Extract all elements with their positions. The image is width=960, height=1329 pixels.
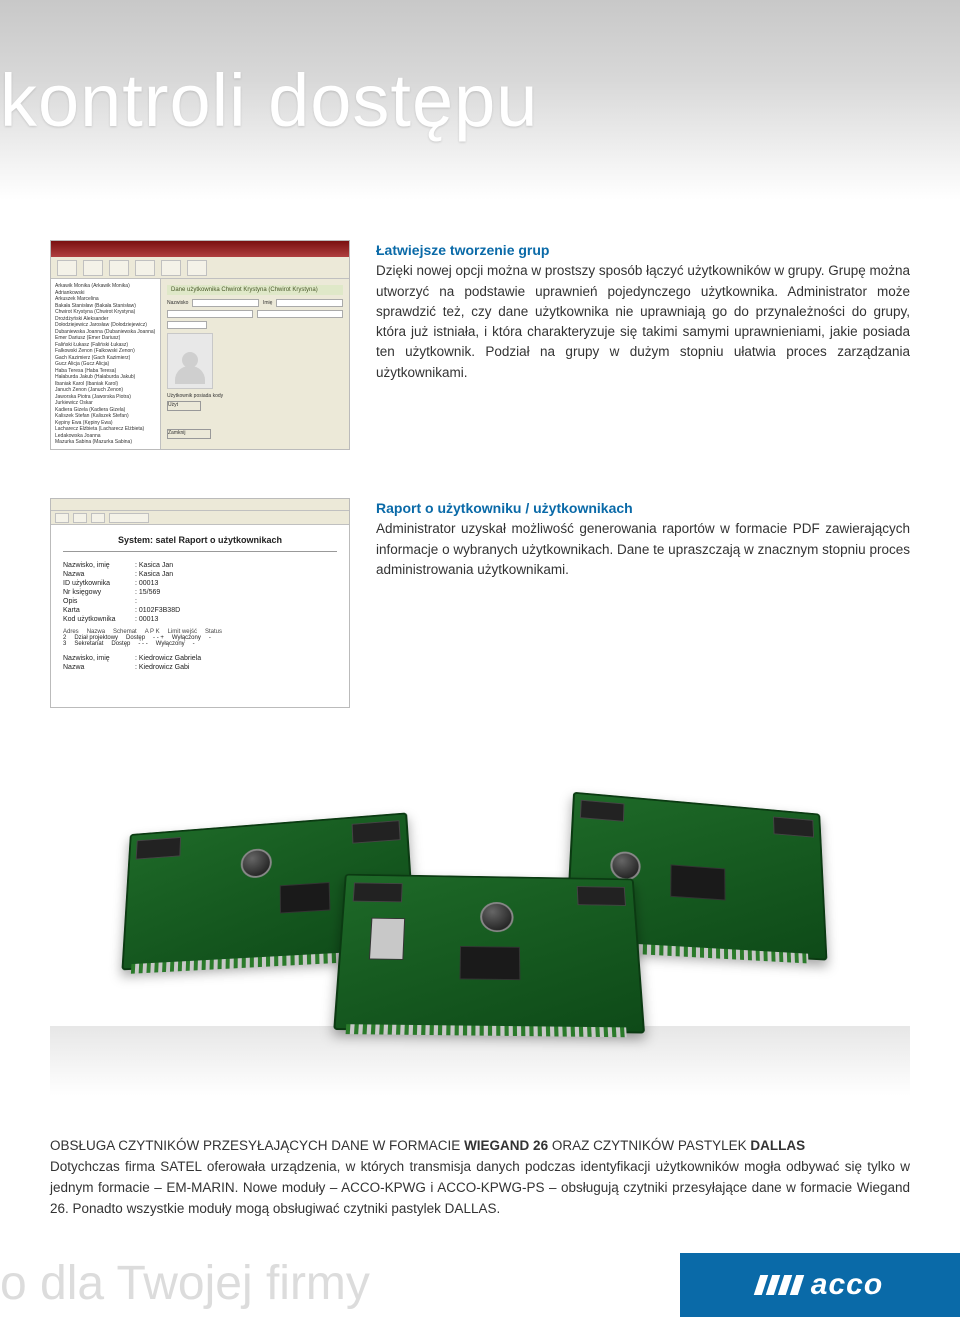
user-detail-panel: Dane użytkownika Chwirot Krystyna (Chwir… — [161, 279, 349, 449]
toolbar-button — [57, 260, 77, 276]
product-boards — [50, 756, 910, 1096]
caps-bold2: DALLAS — [750, 1138, 805, 1153]
footer-tagline: o dla Twojej firmy — [0, 1256, 680, 1329]
user-list-panel: Arkawik Monika (Arkawik Monika)Adriankow… — [51, 279, 161, 449]
chip — [460, 946, 521, 980]
toolbar-button — [55, 513, 69, 523]
capacitor — [610, 851, 641, 882]
window-body: Arkawik Monika (Arkawik Monika)Adriankow… — [51, 279, 349, 449]
logo-text: acco — [811, 1268, 883, 1302]
label-name: Nazwisko — [167, 300, 188, 306]
toolbar-button — [109, 513, 149, 523]
report-line: Nazwisko, imię: Kiedrowicz Gabriela — [63, 655, 337, 662]
report-tr: 3SekretariatDostęp- - -Wyłączony- — [63, 641, 337, 647]
report-th: Status — [205, 629, 222, 635]
window-toolbar — [51, 257, 349, 279]
section1-text: Łatwiejsze tworzenie grup Dzięki nowej o… — [376, 240, 910, 450]
bottom-caps: OBSŁUGA CZYTNIKÓW PRZESYŁAJĄCYCH DANE W … — [50, 1138, 805, 1153]
bottom-section: OBSŁUGA CZYTNIKÓW PRZESYŁAJĄCYCH DANE W … — [0, 1136, 960, 1220]
connector — [577, 886, 626, 906]
user-list-item: Lacharecz Elżbieta (Lacharecz Elżbieta) — [55, 426, 156, 433]
connector — [353, 882, 403, 902]
report-line: Nazwa: Kiedrowicz Gabi — [63, 664, 337, 671]
detail-header: Dane użytkownika Chwirot Krystyna (Chwir… — [167, 285, 343, 295]
connector — [580, 800, 625, 822]
user-list-item: Dołodziejewicz Jarosław (Dołodziejewicz) — [55, 322, 156, 329]
capacitor — [241, 848, 272, 879]
connector — [136, 837, 181, 860]
report-line: Opis: — [63, 598, 337, 605]
toolbar-button — [161, 260, 181, 276]
btn-user: Użyt — [167, 401, 201, 411]
connector — [352, 820, 401, 843]
content-area: Arkawik Monika (Arkawik Monika)Adriankow… — [0, 200, 960, 1096]
section-report: System: satel Raport o użytkownikach Naz… — [50, 498, 910, 708]
report-line: Nr księgowy: 15/569 — [63, 589, 337, 596]
toolbar-button — [187, 260, 207, 276]
user-list-item: Mazurka Sabina (Mazurka Sabina) — [55, 439, 156, 446]
section1-heading: Łatwiejsze tworzenie grup — [376, 242, 549, 258]
report-fields: Nazwisko, imię: Kasica Jan Nazwa: Kasica … — [63, 562, 337, 623]
field — [167, 310, 253, 318]
field — [167, 321, 207, 329]
section1-body: Dzięki nowej opcji można w prostszy spos… — [376, 263, 910, 379]
section-groups: Arkawik Monika (Arkawik Monika)Adriankow… — [50, 240, 910, 450]
report-line: Karta: 0102F3B38D — [63, 607, 337, 614]
logo: acco — [680, 1253, 960, 1317]
report-line: ID użytkownika: 00013 — [63, 580, 337, 587]
btn-close: Zamknij — [167, 429, 211, 439]
section2-text: Raport o użytkowniku / użytkownikach Adm… — [376, 498, 910, 708]
toolbar-button — [91, 513, 105, 523]
connector — [773, 817, 814, 838]
report-table-body: 2Dział projektowyDostęp- - +Wyłączony-3S… — [63, 635, 337, 647]
footer: o dla Twojej firmy acco — [0, 1239, 960, 1329]
label-groups: Użytkownik posiada kody — [167, 393, 343, 399]
relay — [369, 918, 405, 960]
screenshot-report: System: satel Raport o użytkownikach Naz… — [50, 498, 350, 708]
window-titlebar — [51, 241, 349, 257]
toolbar-button — [109, 260, 129, 276]
caps-prefix: OBSŁUGA CZYTNIKÓW PRZESYŁAJĄCYCH DANE W … — [50, 1138, 464, 1153]
toolbar-button — [83, 260, 103, 276]
screenshot-user-window: Arkawik Monika (Arkawik Monika)Adriankow… — [50, 240, 350, 450]
capacitor — [480, 902, 514, 933]
report-toolbar — [51, 511, 349, 525]
report-body: System: satel Raport o użytkownikach Naz… — [51, 525, 349, 683]
banner-title: kontroli dostępu — [0, 58, 538, 143]
section2-heading: Raport o użytkowniku / użytkownikach — [376, 500, 633, 516]
report-line: Kod użytkownika: 00013 — [63, 616, 337, 623]
field — [192, 299, 259, 307]
label-firstname: Imię — [263, 300, 272, 306]
report-line: Nazwisko, imię: Kasica Jan — [63, 562, 337, 569]
toolbar-button — [135, 260, 155, 276]
report-line: Nazwa: Kasica Jan — [63, 571, 337, 578]
top-banner: kontroli dostępu — [0, 0, 960, 200]
circuit-board — [333, 874, 645, 1034]
chip — [280, 882, 331, 913]
report-fields-2: Nazwisko, imię: Kiedrowicz Gabriela Nazwa… — [63, 655, 337, 671]
caps-mid: ORAZ CZYTNIKÓW PASTYLEK — [548, 1138, 750, 1153]
report-heading: System: satel Raport o użytkownikach — [63, 535, 337, 552]
avatar-placeholder — [167, 333, 213, 389]
caps-bold1: WIEGAND 26 — [464, 1138, 548, 1153]
field — [257, 310, 343, 318]
logo-stripes-icon — [757, 1275, 801, 1295]
report-titlebar — [51, 499, 349, 511]
bottom-body: Dotychczas firma SATEL oferowała urządze… — [50, 1159, 910, 1216]
toolbar-button — [73, 513, 87, 523]
field — [276, 299, 343, 307]
chip — [670, 864, 725, 900]
section2-body: Administrator uzyskał możliwość generowa… — [376, 521, 910, 577]
reflection — [50, 1026, 910, 1096]
